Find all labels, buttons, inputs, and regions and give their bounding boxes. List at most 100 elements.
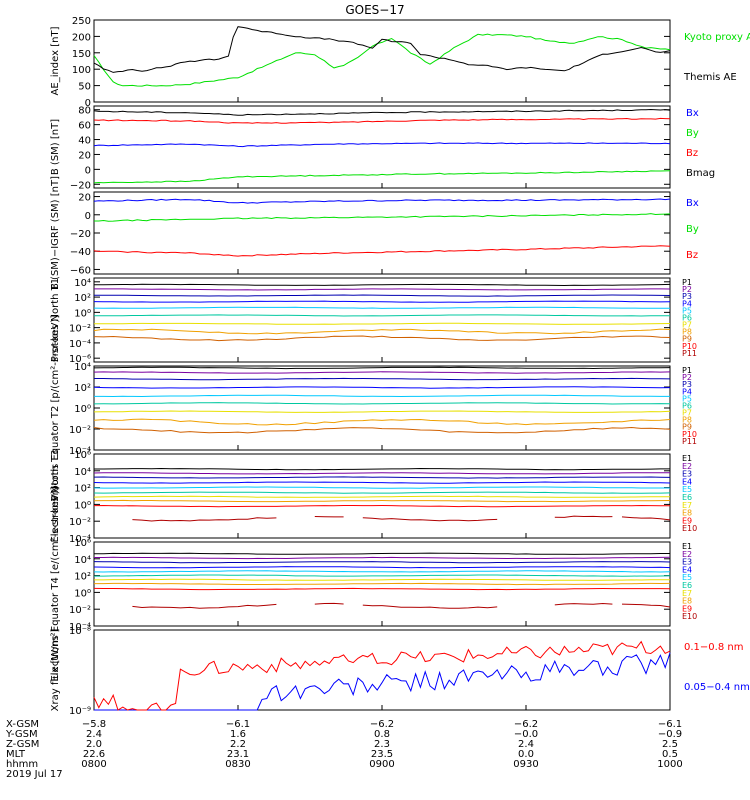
y-tick-label: 10⁻² [69,425,91,436]
y-axis-label: Xray flux [W/m²] [50,629,61,712]
channel-line [93,418,671,426]
legend-entry: E7 [682,501,692,510]
x-value: 2.2 [230,739,246,750]
channel-line [93,410,671,413]
channel-line [93,335,671,342]
legend-entry: Bz [686,148,698,159]
channel-line [554,602,613,606]
y-tick-label: 10² [74,383,91,394]
channel-line [94,556,671,560]
legend-entry: P9 [682,335,692,344]
legend-entry: Bx [686,198,699,209]
channel-line [94,394,670,398]
legend-entry: E6 [682,581,692,590]
channel-line [132,517,277,522]
y-tick-label: 10⁰ [74,500,91,511]
row-label: 2019 Jul 17 [6,769,63,780]
y-axis-label: Protons North T1 [50,278,61,362]
y-tick-label: 60 [78,121,91,132]
series-line [93,170,671,184]
panel-frame [93,19,671,103]
y-tick-label: 80 [78,106,91,117]
legend-entry: E3 [682,558,692,567]
legend-entry: P4 [682,387,692,396]
x-value: 0.8 [374,729,390,740]
x-value: 2.3 [374,739,390,750]
y-tick-label: −40 [70,247,91,258]
y-tick-label: 10⁻⁴ [69,446,91,457]
legend-entry: P10 [682,342,697,351]
channel-line [94,314,670,317]
channel-line [94,377,671,381]
row-label: Z-GSM [6,739,39,750]
series-line [93,640,671,711]
legend-entry: P6 [682,313,692,322]
channel-line [93,495,671,498]
legend-entry: E7 [682,589,692,598]
x-value: 2.5 [662,739,678,750]
legend-entry: P6 [682,401,692,410]
y-tick-label: 20 [78,193,91,204]
y-tick-label: 10⁰ [74,308,91,319]
legend-entry: E5 [682,485,692,494]
series-line [94,652,671,711]
x-value: 0830 [225,759,250,770]
y-tick-label: 10⁻² [69,324,91,335]
y-tick-label: −20 [70,229,91,240]
y-tick-label: 200 [72,32,91,43]
y-tick-label: 10⁻⁴ [69,534,91,545]
series-line [94,213,671,222]
y-tick-label: 10⁴ [74,467,91,478]
x-value: −6.2 [370,719,394,730]
x-value: 2.0 [86,739,102,750]
y-axis-label: B (SM) [nT] [50,119,61,175]
y-tick-label: 50 [78,82,91,93]
panel-5: 10⁻⁴ 10⁻² 10⁰ 10² 10⁴ Protons Equator T2 [p/(… [50,315,697,502]
x-value: −0.0 [514,729,538,740]
channel-line [93,402,671,405]
legend-entry: E9 [682,604,692,613]
y-tick-label: 10⁰ [74,588,91,599]
channel-line [362,517,498,522]
legend-entry: P9 [682,423,692,432]
legend-entry: P1 [682,366,692,375]
y-tick-label: 10² [74,293,91,304]
y-tick-label: 10⁴ [74,555,91,566]
channel-line [94,288,671,291]
channel-line [93,366,671,370]
x-value: 0930 [513,759,538,770]
channel-line [93,486,670,489]
x-value: −5.8 [82,719,106,730]
legend-entry: E10 [682,524,697,533]
y-tick-label: 10² [74,572,91,583]
panel-8: 10⁻⁹ 10⁻⁸ Xray flux [W/m²] 0.1−0.8 nm 0.05−0… [50,626,750,717]
channel-line [93,426,671,434]
row-label: hhmm [6,759,38,770]
legend-entry: P5 [682,306,692,315]
y-axis-label: B (SM)−IGRF (SM) [nT] [50,176,61,290]
channel-line [554,515,613,518]
series-line [93,108,671,116]
panel-2: −20 0 20 40 60 80 B (SM) [nT] Bx By Bz Bmag [50,105,715,191]
y-tick-label: 250 [72,16,91,27]
legend-entry: E9 [682,516,692,525]
x-value: 23.5 [371,749,393,760]
series-line [93,117,671,124]
y-axis-label: Electrons North T3 [50,449,61,542]
row-label: MLT [6,749,26,760]
y-tick-label: 150 [72,49,91,60]
y-tick-label: 40 [78,136,91,147]
legend-entry: By [686,128,699,139]
y-tick-label: 10⁻⁴ [69,622,91,633]
y-tick-label: −60 [70,265,91,276]
panel-frame [93,191,671,275]
legend-entry: P10 [682,430,697,439]
legend-entry: P11 [682,437,697,446]
channel-line [93,566,671,569]
y-tick-label: −20 [70,180,91,191]
legend-entry: E1 [682,454,692,463]
channel-line [93,328,671,335]
series-line [93,198,671,204]
